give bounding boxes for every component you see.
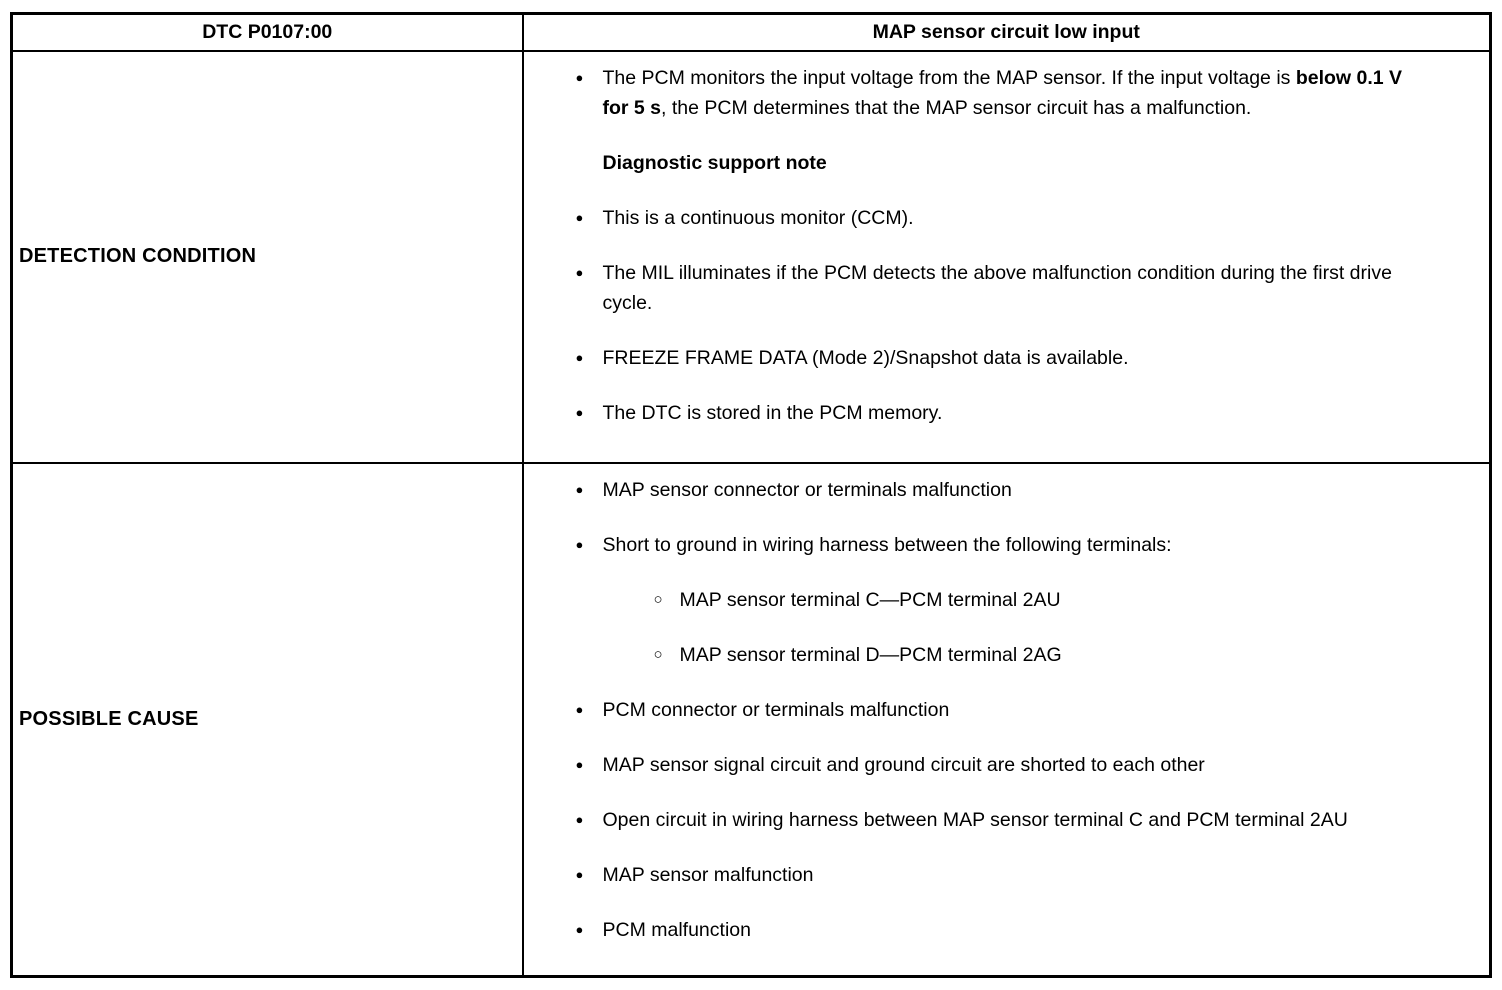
possible-cause-content: ● MAP sensor connector or terminals malf…: [521, 461, 1492, 978]
bullet-icon: ●: [575, 536, 584, 552]
bullet-icon: ●: [575, 481, 584, 497]
dtc-code-header: DTC P0107:00: [10, 12, 524, 52]
list-item-text: The DTC is stored in the PCM memory.: [602, 401, 943, 424]
bullet-icon: ●: [575, 866, 584, 882]
sub-bullet-icon: ○: [653, 590, 663, 608]
list-item: ● This is a continuous monitor (CCM).: [576, 203, 1415, 233]
bullet-icon: ●: [575, 701, 584, 717]
list-item: ● PCM connector or terminals malfunction: [576, 695, 1415, 725]
list-item-text: MAP sensor malfunction: [602, 863, 814, 886]
list-item: ● FREEZE FRAME DATA (Mode 2)/Snapshot da…: [576, 343, 1415, 373]
list-item: ● PCM malfunction: [576, 915, 1415, 945]
list-item-text: MAP sensor signal circuit and ground cir…: [602, 753, 1205, 776]
sub-list-item-text: MAP sensor terminal D—PCM terminal 2AG: [679, 643, 1062, 666]
bullet-icon: ●: [575, 756, 584, 772]
list-item-text: Short to ground in wiring harness betwee…: [602, 533, 1172, 556]
possible-cause-label: POSSIBLE CAUSE: [10, 461, 524, 978]
list-item-text: This is a continuous monitor (CCM).: [602, 206, 914, 229]
list-item: ● The PCM monitors the input voltage fro…: [576, 63, 1415, 123]
detection-condition-label: DETECTION CONDITION: [10, 49, 524, 464]
detection-condition-row: DETECTION CONDITION ● The PCM monitors t…: [10, 49, 1492, 464]
list-item-text: The PCM monitors the input voltage from …: [603, 63, 1415, 123]
list-item-text: The MIL illuminates if the PCM detects t…: [602, 261, 1392, 314]
list-item-text: FREEZE FRAME DATA (Mode 2)/Snapshot data…: [602, 346, 1129, 369]
dtc-table: DTC P0107:00 MAP sensor circuit low inpu…: [10, 12, 1492, 978]
list-item: ● The DTC is stored in the PCM memory.: [576, 398, 1415, 428]
list-item-text: Open circuit in wiring harness between M…: [602, 808, 1348, 831]
list-item: ● MAP sensor signal circuit and ground c…: [576, 750, 1415, 780]
table-header-row: DTC P0107:00 MAP sensor circuit low inpu…: [10, 12, 1492, 52]
list-item-text-bold: below 0.1 V for 5 s: [602, 66, 1403, 119]
sub-bullet-icon: ○: [653, 645, 663, 663]
bullet-icon: ●: [575, 811, 584, 827]
dtc-title-header: MAP sensor circuit low input: [521, 12, 1492, 52]
detection-condition-content: ● The PCM monitors the input voltage fro…: [521, 49, 1492, 464]
bullet-icon: ●: [575, 264, 584, 280]
sub-list-item: ○ MAP sensor terminal D—PCM terminal 2AG: [654, 640, 1415, 670]
list-item: ● Open circuit in wiring harness between…: [576, 805, 1415, 835]
bullet-icon: ●: [575, 349, 584, 365]
list-item: ● Short to ground in wiring harness betw…: [576, 530, 1415, 560]
list-item-text-pre: The PCM monitors the input voltage from …: [602, 66, 1296, 89]
list-item: ● The MIL illuminates if the PCM detects…: [576, 258, 1415, 318]
list-item-text: MAP sensor connector or terminals malfun…: [602, 478, 1012, 501]
list-item: ● MAP sensor malfunction: [576, 860, 1415, 890]
sub-list-item: ○ MAP sensor terminal C—PCM terminal 2AU: [654, 585, 1415, 615]
diagnostic-support-note-heading: Diagnostic support note: [602, 151, 827, 174]
list-item-text-post: , the PCM determines that the MAP sensor…: [661, 96, 1252, 119]
list-item-text: PCM malfunction: [602, 918, 751, 941]
bullet-icon: ●: [575, 209, 584, 225]
sub-list-item-text: MAP sensor terminal C—PCM terminal 2AU: [679, 588, 1061, 611]
possible-cause-row: POSSIBLE CAUSE ● MAP sensor connector or…: [10, 461, 1492, 978]
list-item: ● MAP sensor connector or terminals malf…: [576, 475, 1415, 505]
bullet-icon: ●: [575, 404, 584, 420]
list-item: Diagnostic support note: [576, 148, 1415, 178]
list-item-text: PCM connector or terminals malfunction: [602, 698, 950, 721]
bullet-icon: ●: [575, 69, 584, 85]
bullet-icon: ●: [575, 921, 584, 937]
